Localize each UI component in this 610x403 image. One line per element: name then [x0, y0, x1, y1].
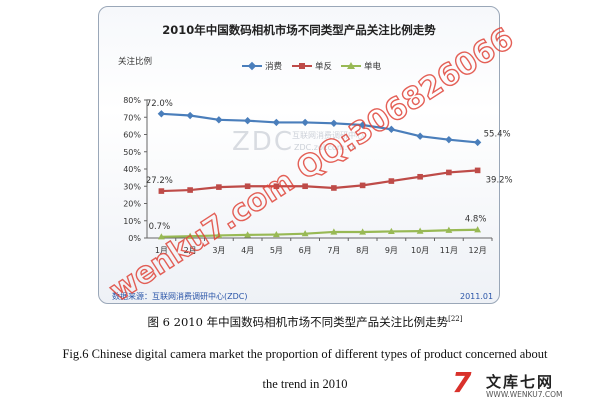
y-tick-label: 50%	[123, 148, 141, 157]
x-tick-label: 4月	[241, 246, 254, 255]
data-point	[445, 226, 453, 233]
figure-caption-en-line1: Fig.6 Chinese digital camera market the …	[62, 347, 548, 361]
data-point	[273, 183, 280, 190]
x-tick-label: 3月	[212, 246, 225, 255]
caption-cn-ref: [22]	[448, 315, 463, 324]
x-tick-label: 11月	[440, 246, 458, 255]
legend-item-0: 消费	[242, 61, 283, 72]
data-point	[301, 230, 309, 237]
data-point	[186, 111, 194, 120]
data-point	[445, 135, 453, 144]
data-point	[302, 183, 308, 190]
series-0	[157, 110, 482, 147]
x-tick-label: 6月	[299, 246, 312, 255]
data-point	[330, 119, 338, 127]
zdc-watermark-sub: 互联网消费调研中心	[292, 130, 364, 140]
chart-frame	[98, 6, 500, 304]
x-tick-label: 8月	[356, 246, 369, 255]
data-point	[215, 231, 223, 239]
legend-label-1: 单反	[315, 61, 332, 72]
data-point	[474, 167, 481, 174]
data-label: 55.4%	[484, 129, 511, 139]
y-tick-label: 60%	[123, 131, 141, 140]
caption-cn-text: 图 6 2010 年中国数码相机市场不同类型产品关注比例走势	[147, 315, 449, 329]
data-point	[359, 228, 367, 235]
data-point	[157, 110, 166, 118]
data-label: 0.7%	[149, 222, 171, 232]
y-tick-label: 70%	[123, 113, 141, 122]
data-point	[330, 228, 338, 235]
logo-mark: 7	[452, 366, 472, 399]
legend-item-1: 单反	[292, 61, 332, 72]
figure-caption-cn: 图 6 2010 年中国数码相机市场不同类型产品关注比例走势[22]	[0, 314, 610, 330]
data-labels: 72.0% 55.4% 27.2% 39.2% 0.7% 4.8%	[146, 99, 513, 232]
zdc-watermark: ZDC 互联网消费调研中心 ZDC.zol.com.cn	[232, 127, 364, 157]
chart-title: 2010年中国数码相机市场不同类型产品关注比例走势	[162, 23, 436, 37]
source-note: 数据来源：互联网消费调研中心(ZDC)	[112, 291, 247, 301]
site-watermark: wenku7.com QQ:306826066	[103, 21, 520, 308]
logo-url: WWW.WENKU7.COM	[486, 390, 563, 399]
x-tick-label: 5月	[270, 246, 283, 255]
series-line-2	[161, 228, 478, 238]
data-point	[215, 116, 223, 124]
data-point	[359, 182, 366, 189]
x-tick-label: 10月	[411, 246, 429, 255]
figure-caption-en-line2: the trend in 2010	[262, 377, 348, 391]
data-point	[358, 121, 367, 129]
legend: 消费 单反 单电	[242, 61, 382, 72]
data-label: 4.8%	[465, 215, 487, 225]
y-tick-label: 20%	[123, 200, 141, 209]
data-label: 27.2%	[146, 176, 173, 186]
site-logo: 7 文库七网 WWW.WENKU7.COM	[452, 369, 602, 401]
data-point	[416, 227, 424, 234]
data-point	[446, 169, 452, 176]
series-layer	[157, 110, 482, 240]
data-point	[243, 117, 252, 125]
legend-label-2: 单电	[364, 61, 382, 72]
y-tick-label: 80%	[123, 96, 141, 105]
y-tick-label: 30%	[123, 182, 141, 191]
data-point	[473, 138, 482, 147]
logo-name: 文库七网	[486, 373, 555, 391]
legend-item-2: 单电	[341, 61, 382, 72]
data-point	[387, 125, 396, 134]
x-tick-label: 2月	[184, 246, 197, 255]
y-tick-label: 40%	[123, 165, 141, 174]
axes: 0% 10% 20% 30% 40% 50% 60% 70% 80% 1月 2月 3月 4月 5月 6月 7月…	[123, 96, 493, 255]
data-point	[417, 173, 423, 180]
y-axis-label: 关注比例	[118, 56, 152, 67]
x-tick-label: 7月	[327, 246, 340, 255]
y-tick-label: 0%	[128, 234, 141, 243]
data-point	[272, 118, 281, 127]
data-point	[272, 230, 280, 238]
series-1	[158, 167, 481, 194]
zdc-watermark-url: ZDC.zol.com.cn	[294, 143, 357, 152]
y-tick-label: 10%	[123, 217, 141, 226]
data-point	[157, 233, 165, 240]
data-point	[474, 226, 482, 233]
legend-label-0: 消费	[265, 61, 283, 72]
data-point	[244, 183, 251, 190]
x-tick-label: 1月	[155, 246, 168, 255]
series-2	[157, 226, 482, 240]
data-label: 39.2%	[486, 175, 513, 185]
series-line-0	[161, 112, 478, 144]
zdc-watermark-text: ZDC	[232, 127, 294, 157]
chart-date: 2011.01	[460, 292, 493, 301]
x-tick-label: 12月	[469, 246, 487, 255]
data-point	[331, 185, 337, 191]
data-point	[158, 188, 165, 194]
data-point	[187, 187, 193, 193]
data-point	[244, 231, 252, 238]
data-point	[388, 178, 395, 184]
data-point	[186, 232, 194, 239]
data-point	[387, 227, 395, 235]
line-chart: 2010年中国数码相机市场不同类型产品关注比例走势 消费 单反 单电 关注比例 …	[103, 21, 521, 310]
data-point	[216, 184, 222, 190]
series-line-1	[161, 169, 478, 193]
x-tick-label: 9月	[385, 246, 398, 255]
data-label: 72.0%	[146, 99, 173, 109]
data-point	[416, 132, 424, 140]
data-point	[301, 118, 309, 127]
